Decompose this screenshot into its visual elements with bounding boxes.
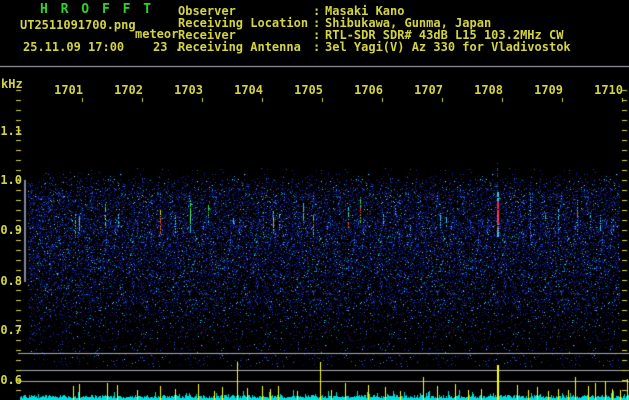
x-axis-time-label-1708: 1708 — [474, 83, 503, 97]
datetime-line: 25.11.09 17:00 23 . — [23, 40, 182, 54]
info-value: Shibukawa, Gunma, Japan — [325, 16, 492, 30]
y-axis-unit-label: kHz — [1, 77, 23, 91]
app-title: H R O F F T — [40, 2, 154, 17]
output-filename: UT2511091700.png — [20, 18, 136, 32]
info-value: RTL-SDR SDR# 43dB L15 103.2MHz CW — [325, 28, 564, 42]
x-axis-time-label-1702: 1702 — [114, 83, 143, 97]
y-axis-freq-label-0.8: 0.8 — [0, 274, 22, 288]
y-axis-freq-label-1.1: 1.1 — [0, 124, 22, 138]
x-axis-time-label-1706: 1706 — [354, 83, 383, 97]
x-axis-time-label-1705: 1705 — [294, 83, 323, 97]
info-value: Masaki Kano — [325, 4, 405, 18]
x-axis-time-label-1704: 1704 — [234, 83, 263, 97]
info-label: Observer — [178, 4, 236, 18]
y-axis-freq-label-0.6: 0.6 — [0, 373, 22, 387]
x-axis-time-label-1703: 1703 — [174, 83, 203, 97]
x-axis-time-label-1707: 1707 — [414, 83, 443, 97]
info-label: Receiving Location — [178, 16, 309, 30]
x-axis-time-label-1709: 1709 — [534, 83, 563, 97]
info-colon: : — [313, 40, 321, 54]
info-colon: : — [313, 28, 321, 42]
info-value: 3el Yagi(V) Az 330 for Vladivostok — [325, 40, 571, 54]
info-label: Receiving Antenna — [178, 40, 301, 54]
info-colon: : — [313, 4, 321, 18]
x-axis-time-label-1710: 1710 — [594, 83, 623, 97]
y-axis-freq-label-1.0: 1.0 — [0, 173, 22, 187]
y-axis-freq-label-0.7: 0.7 — [0, 323, 22, 337]
mode-label: meteor — [135, 27, 179, 41]
x-axis-time-label-1701: 1701 — [54, 83, 83, 97]
info-label: Receiver — [178, 28, 236, 42]
info-colon: : — [313, 16, 321, 30]
y-axis-freq-label-0.9: 0.9 — [0, 223, 22, 237]
